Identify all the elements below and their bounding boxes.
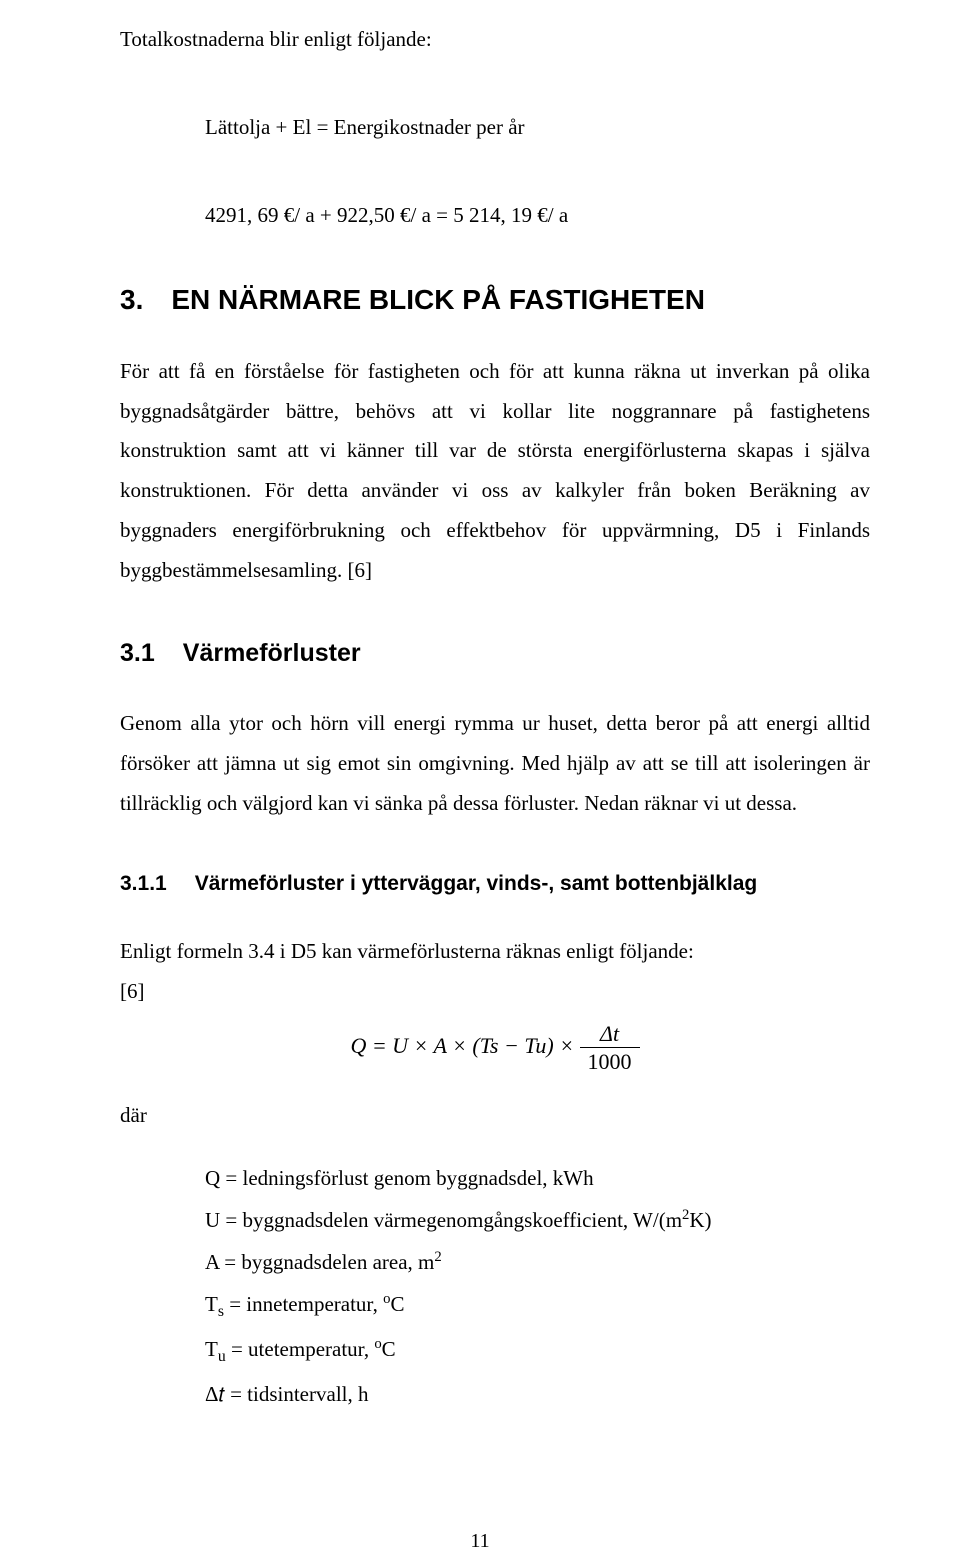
heading-sec311: 3.1.1 Värmeförluster i ytterväggar, vind…: [120, 872, 870, 896]
where-label: där: [120, 1096, 870, 1136]
sec311-lead: Enligt formeln 3.4 i D5 kan värmeförlust…: [120, 932, 870, 972]
heading-title-311: Värmeförluster i ytterväggar, vinds-, sa…: [195, 872, 758, 896]
formula-denominator: 1000: [580, 1048, 640, 1076]
def-Q: Q = ledningsförlust genom byggnadsdel, k…: [205, 1157, 870, 1199]
intro-eq1: Lättolja + El = Energikostnader per år: [205, 108, 870, 148]
formula: Q = U × A × (Ts − Tu) × Δt 1000: [120, 1021, 870, 1075]
page-number: 11: [0, 1530, 960, 1553]
formula-left: Q = U × A × (Ts − Tu) ×: [350, 1033, 574, 1058]
intro-line: Totalkostnaderna blir enligt följande:: [120, 20, 870, 60]
def-A: A = byggnadsdelen area, m2: [205, 1241, 870, 1283]
def-U: U = byggnadsdelen värmegenomgångskoeffic…: [205, 1199, 870, 1241]
heading-sec3: 3. EN NÄRMARE BLICK PÅ FASTIGHETEN: [120, 284, 870, 316]
definitions: Q = ledningsförlust genom byggnadsdel, k…: [205, 1157, 870, 1414]
heading-title-3: EN NÄRMARE BLICK PÅ FASTIGHETEN: [171, 284, 705, 316]
formula-fraction: Δt 1000: [580, 1021, 640, 1075]
heading-sec31: 3.1 Värmeförluster: [120, 639, 870, 668]
sec3-para: För att få en förståelse för fastigheten…: [120, 352, 870, 591]
sec31-para: Genom alla ytor och hörn vill energi rym…: [120, 704, 870, 824]
heading-num-311: 3.1.1: [120, 872, 167, 896]
sec311-cite: [6]: [120, 972, 870, 1012]
page: Totalkostnaderna blir enligt följande: L…: [0, 0, 960, 1561]
formula-numerator: Δt: [580, 1021, 640, 1047]
def-dt: Δ𝑡 = tidsintervall, h: [205, 1373, 870, 1415]
def-Tu: Tu = utetemperatur, oC: [205, 1328, 870, 1373]
heading-title-31: Värmeförluster: [183, 639, 361, 668]
heading-num-31: 3.1: [120, 639, 155, 668]
intro-eq2: 4291, 69 €/ a + 922,50 €/ a = 5 214, 19 …: [205, 196, 870, 236]
def-Ts: Ts = innetemperatur, oC: [205, 1283, 870, 1328]
heading-num-3: 3.: [120, 284, 143, 316]
